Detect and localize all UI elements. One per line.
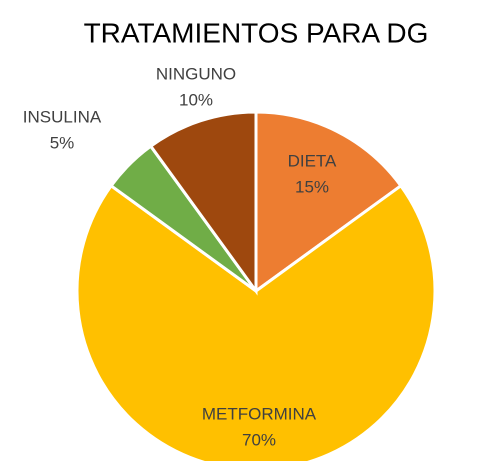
slice-label: NINGUNO: [156, 64, 236, 83]
chart-title: TRATAMIENTOS PARA DG: [84, 17, 429, 48]
slice-label: METFORMINA: [202, 404, 317, 423]
pie-slice: [148, 110, 258, 296]
pie-slice: [254, 110, 403, 294]
slice-value-label: 5%: [50, 133, 75, 152]
slice-value-label: 15%: [295, 177, 329, 196]
pie-slice: [75, 183, 437, 461]
slice-label: INSULINA: [23, 107, 102, 126]
slice-value-label: 70%: [242, 430, 276, 449]
slice-value-label: 10%: [179, 90, 213, 109]
slice-label: DIETA: [288, 151, 337, 170]
